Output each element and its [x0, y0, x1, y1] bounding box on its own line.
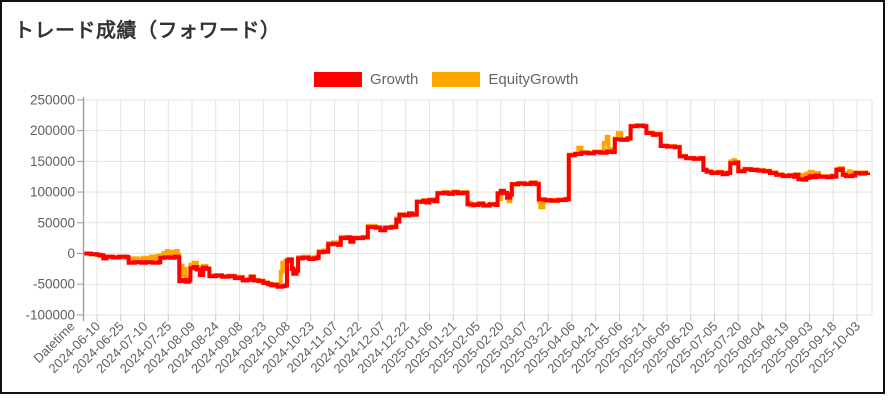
svg-text:0: 0	[67, 246, 75, 261]
svg-text:100000: 100000	[30, 185, 75, 200]
svg-text:150000: 150000	[30, 154, 75, 169]
svg-text:250000: 250000	[30, 92, 75, 107]
legend: Growth EquityGrowth	[314, 71, 578, 88]
page-title: トレード成績（フォワード）	[14, 20, 281, 42]
growth-line	[84, 123, 871, 289]
legend-item-equitygrowth: EquityGrowth	[432, 71, 578, 88]
svg-text:-100000: -100000	[25, 307, 75, 322]
x-grid	[96, 100, 873, 321]
svg-text:50000: 50000	[37, 215, 75, 230]
svg-text:-50000: -50000	[33, 277, 75, 292]
y-axis-labels: 250000 200000 150000 100000 50000 0 -50000 -100…	[25, 92, 75, 322]
legend-item-growth: Growth	[314, 71, 418, 88]
growth-legend-label: Growth	[370, 71, 419, 88]
equitygrowth-legend-label: EquityGrowth	[488, 71, 579, 88]
equitygrowth-legend-swatch	[432, 72, 481, 87]
x-axis-labels: 2024-06-102024-06-252024-07-102024-07-25…	[30, 319, 863, 377]
svg-text:200000: 200000	[30, 123, 75, 138]
growth-legend-swatch	[314, 72, 362, 87]
